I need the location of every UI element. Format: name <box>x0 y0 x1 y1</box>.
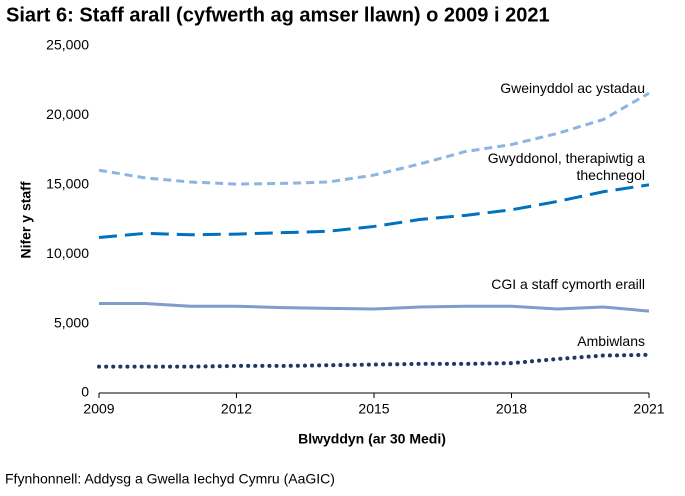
y-axis-label: Nifer y staff <box>18 181 34 258</box>
series-label: CGI a staff cymorth eraill <box>491 276 645 292</box>
y-tick-label: 0 <box>81 384 89 400</box>
x-tick-label: 2015 <box>358 401 389 417</box>
y-tick-label: 20,000 <box>46 106 89 122</box>
x-axis-label: Blwyddyn (ar 30 Medi) <box>298 431 446 447</box>
series-line <box>98 183 650 240</box>
series-line <box>99 301 650 313</box>
x-tick-label: 2009 <box>83 401 114 417</box>
y-tick-label: 15,000 <box>46 176 89 192</box>
series-label: Gweinyddol ac ystadau <box>500 80 645 96</box>
y-tick-label: 10,000 <box>46 245 89 261</box>
series-line <box>98 91 650 186</box>
x-tick-label: 2012 <box>221 401 252 417</box>
y-tick-label: 25,000 <box>46 37 89 53</box>
chart-title: Siart 6: Staff arall (cyfwerth ag amser … <box>6 4 550 26</box>
x-tick-label: 2021 <box>633 401 664 417</box>
series-label: Ambiwlans <box>577 333 645 349</box>
source-note: Ffynhonnell: Addysg a Gwella Iechyd Cymr… <box>5 471 335 487</box>
x-tick-label: 2018 <box>496 401 527 417</box>
series-line <box>97 352 651 369</box>
y-tick-label: 5,000 <box>54 314 89 330</box>
series-label: Gwyddonol, therapiwtig a thechnegol <box>487 150 645 183</box>
